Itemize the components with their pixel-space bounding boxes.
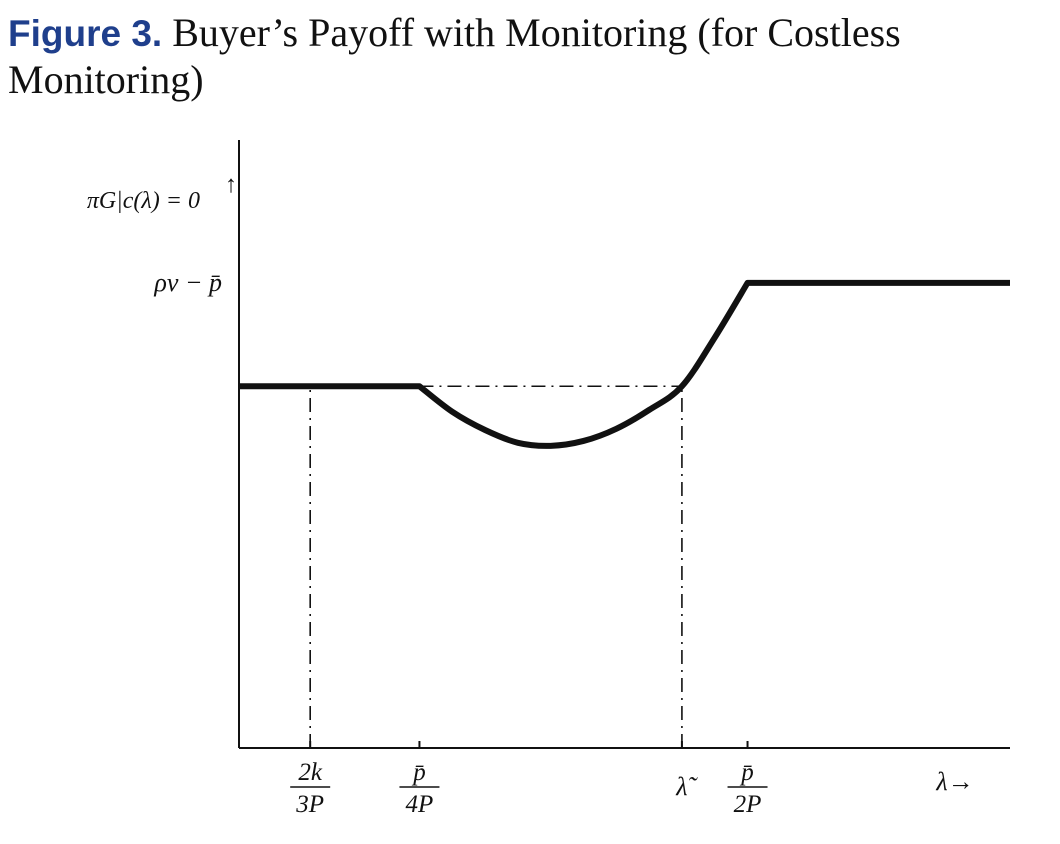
x-tick-label-denominator: 3P: [295, 791, 324, 818]
x-tick-label-numerator: p̄: [739, 759, 754, 786]
y-axis-label: πG|c(λ) = 0: [87, 188, 200, 214]
figure-title: Figure 3. Buyer’s Payoff with Monitoring…: [8, 10, 1048, 103]
series-group: [239, 279, 1010, 449]
x-tick-label-numerator: p̄: [411, 759, 426, 786]
x-ticks: 2k 3P p̄ 4P λ̃ p̄ 2P: [290, 741, 768, 818]
x-tick-label-denominator: 2P: [734, 791, 762, 818]
x-axis-label: λ→: [935, 767, 973, 796]
y-axis-arrow: ↑: [225, 172, 237, 198]
x-tick-label: λ̃: [675, 772, 698, 801]
x-tick-label-denominator: 4P: [406, 791, 434, 818]
figure-title-line1: Buyer’s Payoff with Monitoring (for Cost…: [172, 10, 901, 55]
x-tick-label-numerator: 2k: [298, 759, 323, 786]
reference-lines: [309, 385, 683, 748]
figure-title-line2: Monitoring): [8, 57, 204, 102]
figure-label: Figure 3.: [8, 13, 163, 54]
y-tick-label: ρv − p̄: [153, 268, 222, 297]
payoff-series-line: [239, 279, 1010, 449]
